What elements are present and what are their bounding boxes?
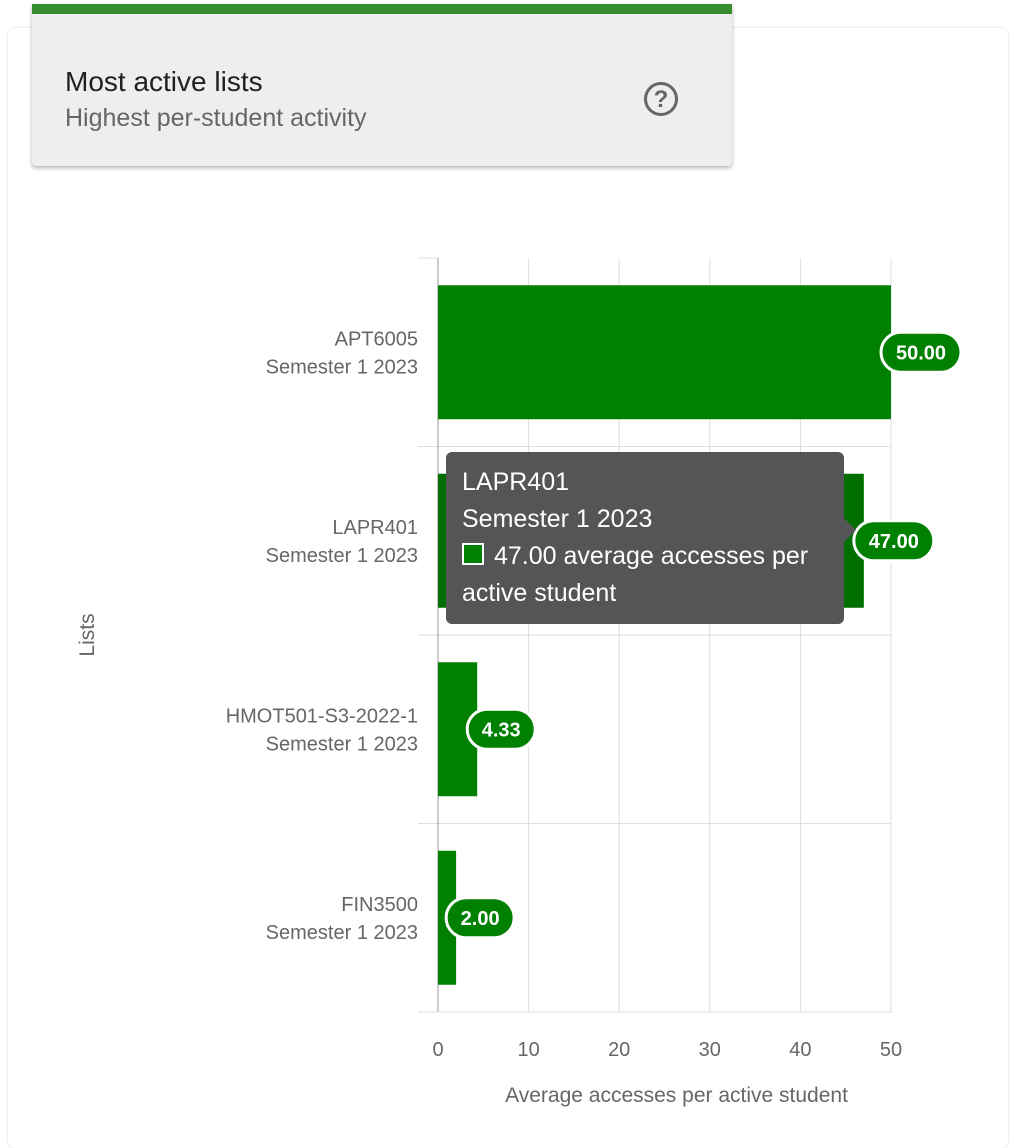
tooltip-value: 47.00 average accesses per active studen… xyxy=(462,538,828,612)
category-label: Semester 1 2023 xyxy=(266,545,418,567)
category-label: Semester 1 2023 xyxy=(266,733,418,755)
category-label: Semester 1 2023 xyxy=(266,356,418,378)
tooltip-subtitle: Semester 1 2023 xyxy=(462,505,653,533)
category-label: FIN3500 xyxy=(341,894,418,916)
category-label: LAPR401 xyxy=(332,517,418,539)
data-label-bg xyxy=(465,707,537,751)
category-label: HMOT501-S3-2022-1 xyxy=(226,705,418,727)
card-title: Most active lists xyxy=(65,66,263,97)
x-tick-label: 20 xyxy=(608,1039,630,1061)
category-label: Semester 1 2023 xyxy=(266,922,418,944)
tooltip-value-text: 47.00 average accesses per active studen… xyxy=(462,542,809,607)
x-tick-label: 40 xyxy=(789,1039,811,1061)
chart-tooltip: LAPR401 Semester 1 2023 47.00 average ac… xyxy=(446,452,856,624)
data-label: 47.00 xyxy=(869,531,919,553)
data-label-bg xyxy=(879,330,963,374)
data-label: 2.00 xyxy=(461,908,500,930)
y-axis-title: Lists xyxy=(76,613,99,656)
bar[interactable] xyxy=(438,285,891,420)
data-label: 4.33 xyxy=(482,719,521,741)
data-label-bg xyxy=(444,896,516,940)
help-circle-icon[interactable]: ? xyxy=(644,82,678,116)
data-label: 50.00 xyxy=(896,342,946,364)
x-axis-title: Average accesses per active student xyxy=(505,1084,848,1107)
x-tick-label: 50 xyxy=(880,1039,902,1061)
x-tick-label: 0 xyxy=(432,1039,443,1061)
category-label: APT6005 xyxy=(335,328,418,350)
x-tick-label: 10 xyxy=(517,1039,539,1061)
card-subtitle: Highest per-student activity xyxy=(65,104,367,132)
card-header: Most active lists Highest per-student ac… xyxy=(32,4,732,166)
x-tick-label: 30 xyxy=(699,1039,721,1061)
legend-swatch xyxy=(462,543,484,565)
tooltip-title: LAPR401 xyxy=(462,468,570,496)
